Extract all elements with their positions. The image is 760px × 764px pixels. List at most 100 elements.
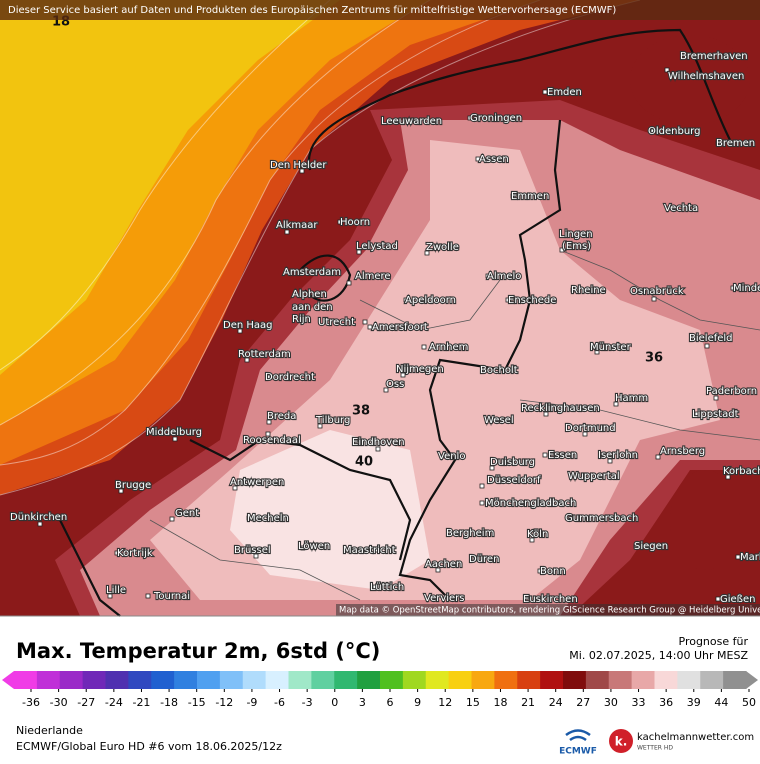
city-label: Düsseldorf: [487, 475, 541, 486]
city-marker: [559, 247, 565, 253]
header-text: Dieser Service basiert auf Daten und Pro…: [8, 5, 616, 16]
isotherm: [0, 0, 431, 426]
city-label: Zwolle: [426, 242, 459, 253]
city-label: Venlo: [438, 451, 465, 462]
city-label: Mönchengladbach: [485, 498, 576, 509]
city-marker: [172, 436, 178, 442]
colorbar-cell: [288, 671, 312, 689]
colorbar: -36 -30 -27 -24 -21 -18 -15 -12 -9 -6 -3 0 3 6 9 12 15 18…: [2, 671, 758, 709]
city-marker: [570, 287, 576, 293]
colorbar-cell: [700, 671, 724, 689]
city-label: Wesel: [484, 415, 514, 426]
region-line: [519, 399, 760, 441]
city-marker: [118, 488, 124, 494]
city-marker: [390, 118, 396, 124]
city-marker: [375, 446, 381, 452]
city-label: Marburg: [740, 552, 760, 563]
colorbar-cell: [631, 671, 655, 689]
city-label: Oldenburg: [648, 126, 700, 137]
colorbar-arrow: [2, 671, 14, 689]
city-label: Amersfoort: [372, 322, 428, 333]
city-label: Hoorn: [340, 217, 370, 228]
isotherms: [0, 0, 641, 496]
city-marker: [485, 273, 491, 279]
city-marker: [232, 485, 238, 491]
ecmwf-logo: ECMWF: [559, 729, 597, 757]
city-label: Recklinghausen: [521, 403, 600, 414]
colorbar-cell: [494, 671, 518, 689]
city-label: Bonn: [540, 566, 566, 577]
city-label: Assen: [479, 154, 509, 165]
city-label: Bremen: [716, 138, 755, 149]
city-label: Bocholt: [480, 365, 518, 376]
field-hot-spot: [670, 470, 740, 570]
city-marker: [300, 545, 306, 551]
legend-title: Max. Temperatur 2m, 6std (°C): [16, 639, 380, 663]
city-marker: [607, 458, 613, 464]
city-marker: [664, 67, 670, 73]
colorbar-cell: [151, 671, 175, 689]
city-marker: [497, 417, 503, 423]
colorbar-arrow: [746, 671, 758, 689]
city-marker: [246, 515, 252, 521]
kachelmann-site: kachelmannwetter.com: [637, 732, 754, 743]
city-marker: [421, 344, 427, 350]
colorbar-cell: [471, 671, 495, 689]
city-marker: [403, 297, 409, 303]
city-marker: [356, 273, 362, 279]
city-marker: [505, 297, 511, 303]
field-light: [230, 430, 430, 590]
city-marker: [542, 452, 548, 458]
city-label: Aachen: [425, 559, 462, 570]
city-label: Siegen: [634, 541, 668, 552]
city-label: Almelo: [487, 271, 521, 282]
city-label: Maastricht: [343, 545, 396, 556]
colorbar-cell: [265, 671, 289, 689]
city-label: aan den: [292, 302, 333, 313]
city-marker: [432, 595, 438, 601]
colorbar-cell: [540, 671, 564, 689]
colorbar-tick-label: 44: [714, 696, 728, 709]
city-label: Leeuwarden: [381, 116, 442, 127]
colorbar-tick-label: -18: [160, 696, 178, 709]
city-label: Kortrijk: [117, 548, 153, 559]
city-marker: [585, 515, 591, 521]
field-hot-spot: [630, 35, 750, 125]
city-marker: [594, 349, 600, 355]
city-label: Emden: [547, 87, 582, 98]
borders: [59, 28, 731, 617]
city-marker: [510, 193, 516, 199]
city-label: Düren: [469, 554, 499, 565]
city-label: Groningen: [470, 113, 522, 124]
isotherm: [0, 0, 541, 466]
colorbar-tick-label: -9: [246, 696, 257, 709]
city-label: Eindhoven: [352, 437, 405, 448]
forecast-time: Mi. 02.07.2025, 14:00 Uhr MESZ: [569, 649, 748, 662]
city-marker: [537, 568, 543, 574]
city-label: Bielefeld: [689, 333, 733, 344]
forecast-label: Prognose für: [679, 635, 749, 648]
city-marker: [479, 500, 485, 506]
city-label: Iserlohn: [598, 450, 638, 461]
kachelmann-sub: WETTER HD: [637, 745, 673, 752]
city-label: Mecheln: [247, 513, 289, 524]
colorbar-cell: [128, 671, 152, 689]
city-marker: [266, 419, 272, 425]
city-label: Wilhelmshaven: [668, 71, 744, 82]
region-line: [359, 279, 501, 331]
city-label: Löwen: [298, 541, 330, 552]
city-label: Breda: [267, 411, 296, 422]
city-label: Arnhem: [429, 342, 468, 353]
city-label: Den Haag: [223, 320, 273, 331]
contour-label: 40: [355, 455, 373, 470]
city-marker: [372, 584, 378, 590]
city-marker: [37, 521, 43, 527]
colorbar-tick-label: 21: [521, 696, 535, 709]
city-label: Rijn: [292, 314, 311, 325]
city-label: Korbach: [723, 466, 760, 477]
colorbar-tick-label: 3: [359, 696, 366, 709]
city-label: Roosendaal: [243, 435, 301, 446]
coastline: [307, 28, 731, 171]
